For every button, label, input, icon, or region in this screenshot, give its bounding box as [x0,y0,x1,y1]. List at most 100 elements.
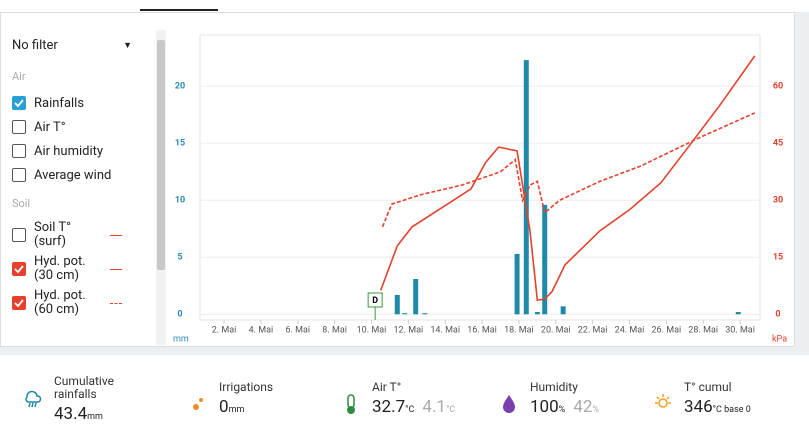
stat-label: T° cumul [684,380,732,394]
item-label: Hyd. pot. (60 cm) [34,288,86,317]
stat-body: Air T° 32.7°C 4.1°C [372,381,455,419]
chart: 0 5 10 15 20 0 15 30 45 60 2. Mai 4. Mai 6. Mai 8. Ma… [173,34,787,344]
stat: Humidity 100% 42% [498,381,599,419]
checkbox[interactable] [12,228,26,242]
bar [422,313,428,315]
stat-unit: °C base 0 [712,405,751,415]
stat-value: 32.7 [372,397,406,417]
item-label: Hyd. pot. (30 cm) [34,254,86,283]
check [14,299,24,308]
tab-bar [0,0,809,12]
bar [394,294,400,315]
x-tick-label: 20. Mai [541,325,571,335]
stat-value-min: 4.1 [422,397,446,417]
x-tick-label: 6. Mai [285,325,310,335]
footer: Cumulative rainfalls 43.4mm Irrigations 0mm… [0,355,809,437]
stat-unit-min: % [592,405,599,415]
filter-select[interactable]: No filter ▼ [12,30,132,60]
item-label: Soil T° (surf) [34,220,72,249]
x-tick-label: 18. Mai [504,325,534,335]
checkbox[interactable] [12,262,26,276]
x-tick-label: 14. Mai [430,325,460,335]
stat-body: Irrigations 0mm [219,381,273,419]
checkbox[interactable] [12,120,26,134]
annotation-box [367,292,383,308]
stat-label: Cumulative rainfalls [54,374,114,401]
stat-label: Humidity [530,380,578,394]
filter-item[interactable]: Soil T° (surf) [12,218,154,252]
x-tick-label: 8. Mai [322,325,347,335]
line-swatch [110,234,122,236]
bar [735,312,741,315]
y2-tick-label: 30 [773,196,783,206]
x-tick-label: 22. Mai [578,325,608,335]
filter-item[interactable]: Hyd. pot. (60 cm) [12,286,154,320]
x-tick-label: 16. Mai [467,325,497,335]
filter-item[interactable]: Average wind [12,163,154,187]
bar [542,204,548,315]
filter-item[interactable]: Hyd. pot. (30 cm) [12,252,154,286]
y-tick-label: 20 [175,82,185,92]
y-tick-label: 5 [177,253,182,263]
bar [523,60,529,315]
plot-frame [199,34,761,321]
x-tick-label: 12. Mai [393,325,423,335]
stat-icon [652,393,674,419]
y2-axis-unit: kPa [772,334,787,344]
stat-unit-min: °C [445,405,456,415]
tab-indicator [140,9,218,11]
stat-body: T° cumul 346°C base 0 [684,381,759,419]
y-tick-label: 15 [175,139,185,149]
annotation-text: D [372,296,378,306]
checkbox[interactable] [12,168,26,182]
icon [193,398,203,410]
stat-value: 346 [684,397,713,417]
y2-tick-label: 60 [773,82,783,92]
y2-tick-label: 15 [773,253,783,263]
item-label: Average wind [34,167,112,183]
stat-icon [187,393,209,419]
item-label: Air T° [34,119,66,135]
stat: T° cumul 346°C base 0 [652,381,759,419]
stat-value-min: 42 [573,397,593,417]
checkbox[interactable] [12,296,26,310]
y-axis-unit: mm [173,334,189,344]
stat-unit: mm [228,405,245,415]
item-label: Air humidity [34,143,104,159]
filter-item[interactable]: Air humidity [12,139,154,163]
scrollbar[interactable] [156,30,166,345]
stat: Air T° 32.7°C 4.1°C [340,381,455,419]
stat: Cumulative rainfalls 43.4mm [22,375,134,424]
stat-values: 100% 42% [530,397,599,417]
line-series [381,112,756,228]
stat-values: 32.7°C 4.1°C [372,397,455,417]
x-tick-label: 10. Mai [357,325,387,335]
stat-values: 346°C base 0 [684,397,759,417]
filter-text: No filter [12,37,58,53]
checkbox[interactable] [12,96,26,110]
stat: Irrigations 0mm [187,381,273,419]
stat-label: Air T° [372,380,402,394]
icon [347,394,355,414]
stat-values: 43.4mm [54,404,134,424]
filter-item[interactable]: Rainfalls [12,91,154,115]
scroll-thumb[interactable] [157,40,165,270]
dropdown-arrow: ▼ [123,40,132,51]
checkbox[interactable] [12,144,26,158]
stat-body: Humidity 100% 42% [530,381,599,419]
stat-label: Irrigations [219,380,274,394]
y2-tick-label: 45 [773,139,783,149]
sections: Air Rainfalls Air T° Air humidity Average wi… [12,70,154,320]
bar [514,253,520,315]
y-tick-label: 10 [175,196,185,206]
sidebar: No filter ▼ Air Rainfalls Air T° Air humidit… [12,30,154,345]
bar [560,306,566,315]
section-title: Air [12,70,26,83]
x-tick-label: 30. Mai [725,325,755,335]
filter-item[interactable]: Air T° [12,115,154,139]
stat-values: 0mm [219,397,273,417]
stat-icon [498,393,520,419]
x-tick-label: 28. Mai [688,325,718,335]
check [14,265,24,274]
